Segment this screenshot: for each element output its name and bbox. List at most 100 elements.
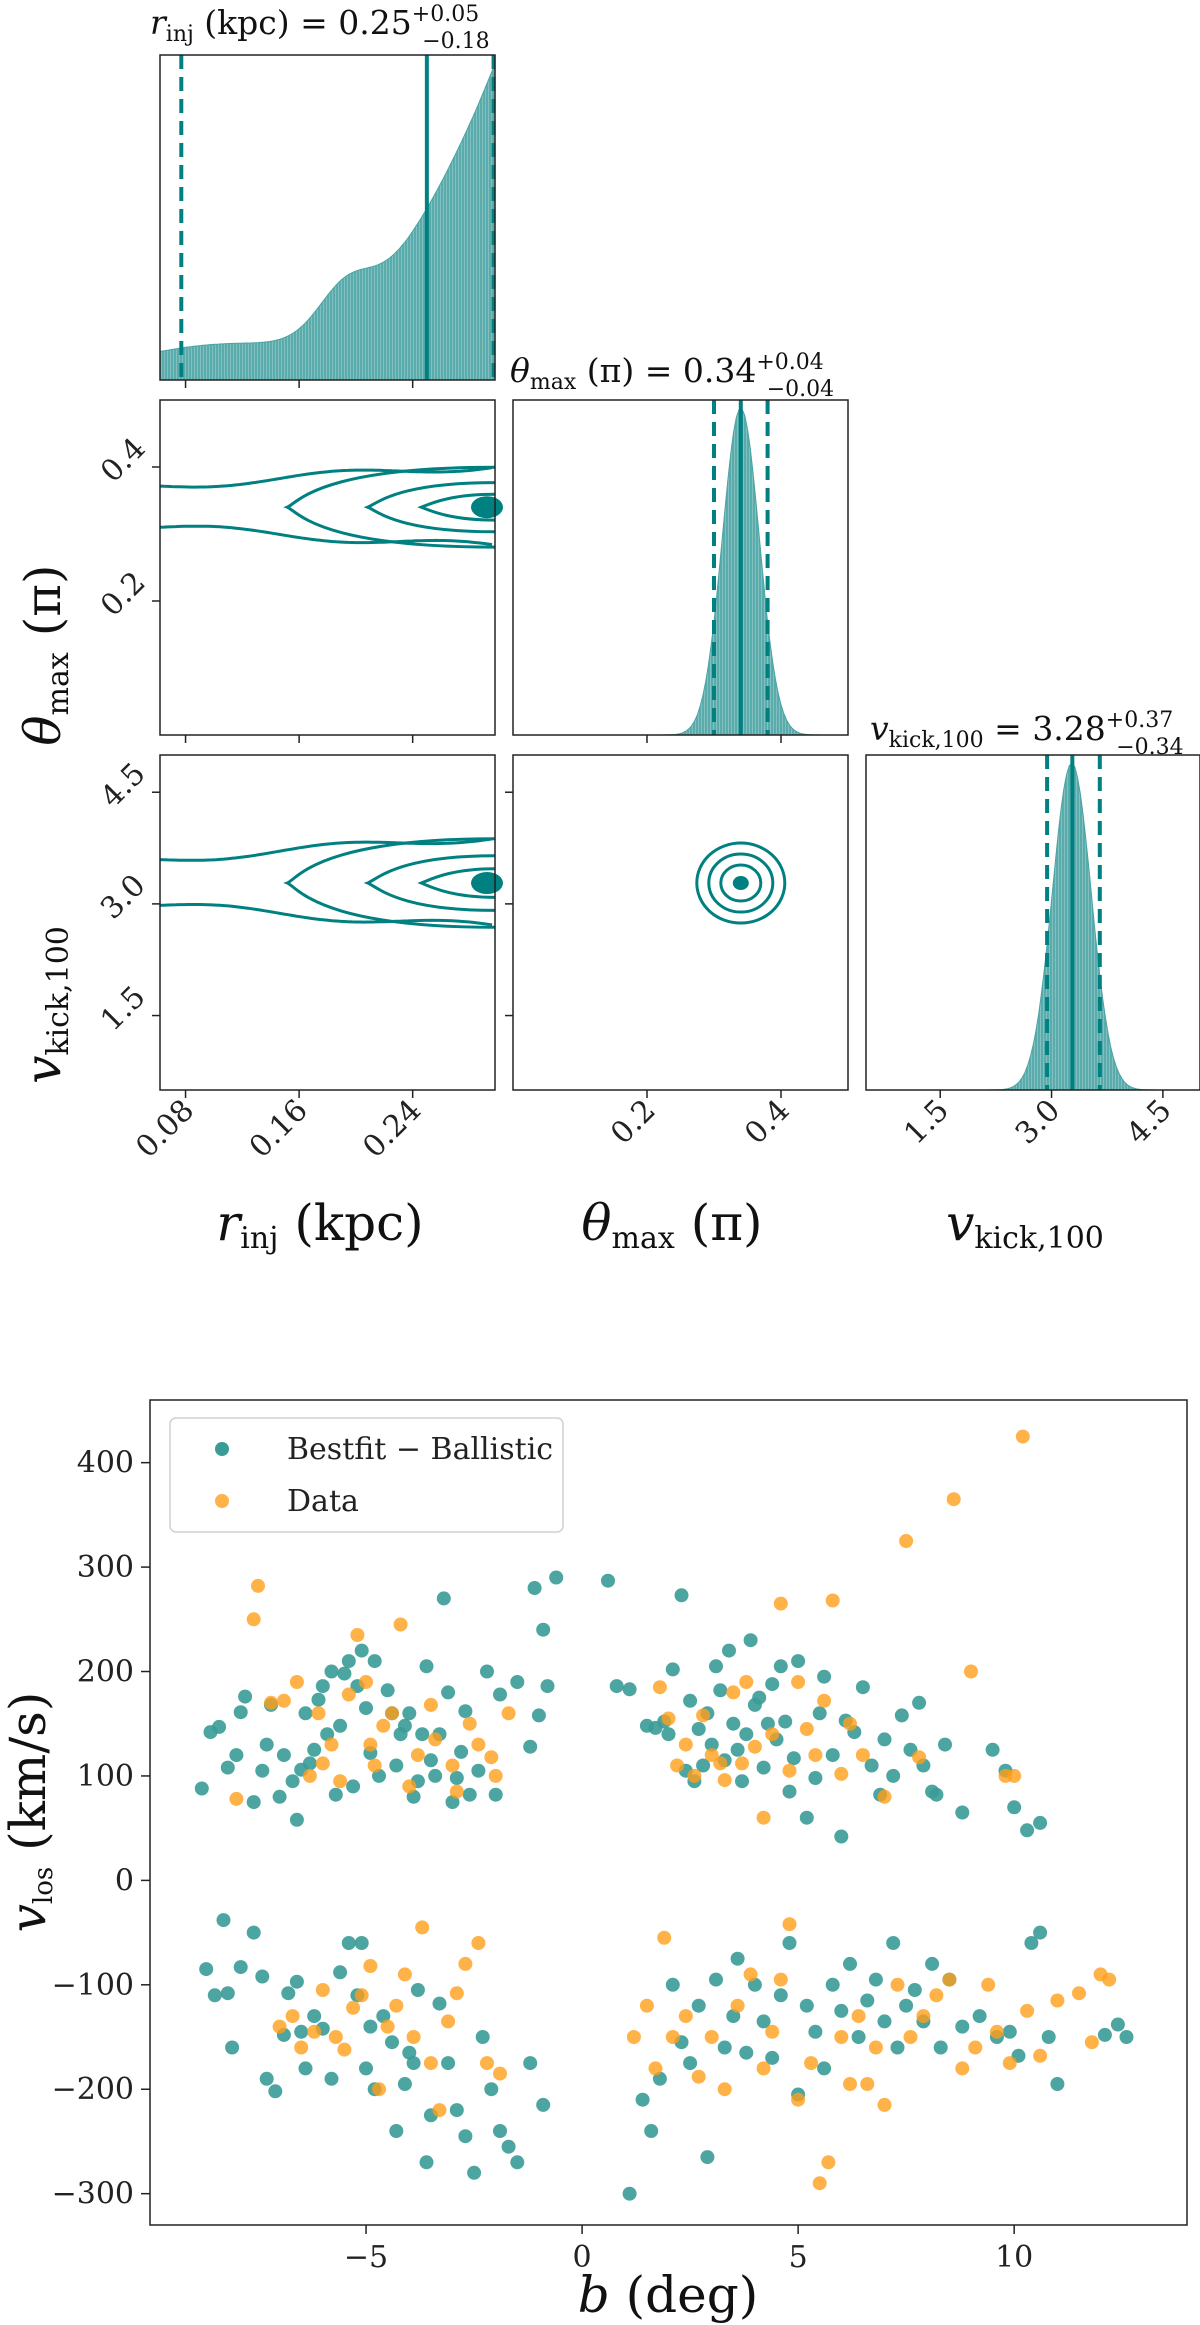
point-bestfit — [722, 1643, 736, 1658]
scatter-y-tick-label: −300 — [52, 2177, 134, 2212]
point-data — [488, 1768, 503, 1783]
point-data — [264, 1695, 278, 1710]
point-data — [929, 1988, 944, 2003]
contour-line — [283, 837, 496, 929]
point-data — [328, 2030, 343, 2044]
point-bestfit — [259, 2071, 274, 2086]
point-bestfit — [363, 2019, 378, 2034]
point-data — [670, 1758, 685, 1773]
point-data — [445, 1758, 460, 1773]
corner-plot: 0.2 0.4 0.08 0.16 0.24 1.5 3.0 4.5 0.2 0.4 1.5 3… — [94, 54, 1200, 1165]
point-bestfit — [730, 1742, 745, 1757]
point-data — [1020, 2003, 1035, 2018]
point-bestfit — [359, 2061, 373, 2076]
point-bestfit — [799, 1810, 814, 1825]
point-data — [756, 2061, 771, 2076]
point-bestfit — [458, 1704, 473, 1719]
frame — [159, 54, 496, 381]
point-bestfit — [259, 1737, 274, 1752]
point-bestfit — [1033, 1815, 1048, 1830]
hist-theta-panel — [512, 399, 849, 743]
point-bestfit — [773, 1659, 788, 1674]
point-bestfit — [622, 1682, 637, 1697]
point-bestfit — [696, 1758, 711, 1773]
contour-line — [363, 854, 496, 912]
point-bestfit — [691, 1998, 706, 2013]
point-bestfit — [354, 1936, 369, 1950]
point-bestfit — [825, 1977, 840, 1992]
point-bestfit — [298, 2061, 313, 2076]
point-bestfit — [385, 2035, 399, 2050]
point-bestfit — [661, 1727, 676, 1742]
point-data — [687, 1768, 702, 1783]
point-bestfit — [324, 1664, 339, 1679]
point-data — [964, 1664, 978, 1679]
y-tick-label: 1.5 — [94, 980, 152, 1038]
point-data — [272, 2019, 287, 2034]
point-data — [372, 2082, 386, 2097]
point-bestfit — [311, 1692, 326, 1707]
point-data — [843, 1716, 857, 1731]
point-bestfit — [229, 1748, 244, 1763]
point-data — [713, 1756, 728, 1771]
scatter-y-tick-label: 300 — [77, 1550, 134, 1585]
point-bestfit — [238, 1689, 253, 1704]
point-bestfit — [743, 1633, 758, 1648]
point-data — [493, 2066, 507, 2081]
point-bestfit — [449, 2103, 464, 2118]
point-data — [363, 1959, 378, 1973]
point-data — [484, 1750, 499, 1765]
point-data — [717, 1773, 732, 1788]
point-bestfit — [877, 2014, 892, 2029]
scatter-y-tick-label: 100 — [77, 1759, 134, 1794]
point-bestfit — [220, 1760, 235, 1775]
contour-rinj-theta-panel: 0.2 0.4 — [94, 399, 503, 743]
point-bestfit — [860, 1993, 875, 2008]
point-data — [730, 1998, 745, 2013]
point-bestfit — [397, 1718, 412, 1733]
contour-line — [283, 465, 496, 549]
point-bestfit — [233, 1960, 248, 1975]
point-data — [946, 1492, 961, 1507]
point-bestfit — [423, 1753, 438, 1768]
point-bestfit — [817, 2061, 832, 2076]
point-bestfit — [536, 2097, 551, 2112]
point-bestfit — [389, 2124, 404, 2138]
point-bestfit — [808, 2024, 823, 2039]
point-data — [851, 2009, 866, 2024]
point-bestfit — [912, 1695, 927, 1710]
point-bestfit — [194, 1781, 209, 1796]
point-bestfit — [1097, 2027, 1112, 2042]
point-data — [1102, 1972, 1117, 1987]
point-bestfit — [207, 1988, 222, 2003]
point-bestfit — [493, 1687, 507, 1702]
point-bestfit — [704, 1737, 719, 1752]
point-data — [860, 2077, 875, 2091]
point-bestfit — [523, 1739, 538, 1754]
point-bestfit — [765, 1677, 780, 1692]
point-bestfit — [449, 1771, 464, 1785]
point-bestfit — [955, 2019, 970, 2034]
histogram-area — [513, 408, 848, 736]
point-bestfit — [333, 1965, 348, 1980]
point-data — [432, 2103, 447, 2118]
point-data — [765, 2024, 780, 2039]
point-data — [782, 1917, 797, 1932]
point-data — [458, 1956, 473, 1971]
point-bestfit — [985, 1742, 1000, 1757]
point-bestfit — [877, 1732, 892, 1747]
point-bestfit — [467, 2165, 482, 2180]
point-data — [1033, 2048, 1048, 2063]
point-data — [1050, 1993, 1065, 2008]
point-data — [315, 1756, 330, 1771]
contour-line — [363, 481, 496, 534]
point-data — [665, 2030, 680, 2044]
point-data — [696, 1708, 711, 1723]
point-bestfit — [281, 1986, 296, 2001]
point-bestfit — [864, 1758, 879, 1773]
point-data — [294, 2040, 309, 2055]
point-data — [804, 2056, 819, 2071]
legend: Bestfit − Ballistic Data — [169, 1417, 564, 1533]
scatter-y-tick-label: 200 — [77, 1655, 134, 1690]
